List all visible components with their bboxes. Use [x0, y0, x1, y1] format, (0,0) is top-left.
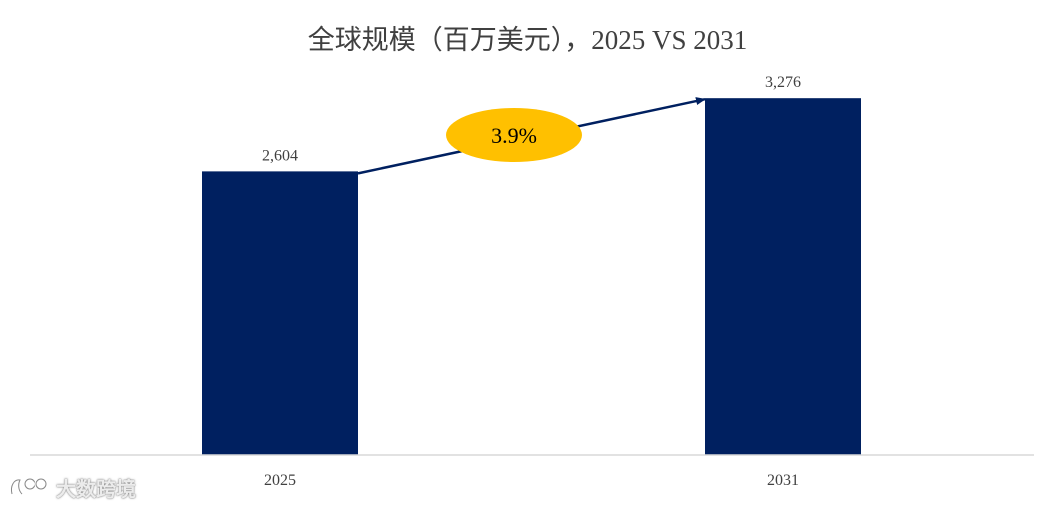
bar-2025	[202, 171, 358, 456]
growth-rate-label: 3.9%	[491, 123, 537, 148]
growth-rate-badge	[446, 108, 582, 162]
brand-logo-icon	[10, 477, 48, 496]
watermark: 大数跨境	[8, 470, 136, 504]
bar-2031	[705, 98, 861, 455]
data-label-2025: 2,604	[262, 147, 298, 164]
x-tick-label-2031: 2031	[767, 472, 799, 489]
data-label-2031: 3,276	[765, 74, 801, 91]
chart-title: 全球规模（百万美元），2025 VS 2031	[307, 25, 748, 55]
x-tick-label-2025: 2025	[264, 472, 296, 489]
watermark-text: 大数跨境	[56, 476, 136, 501]
